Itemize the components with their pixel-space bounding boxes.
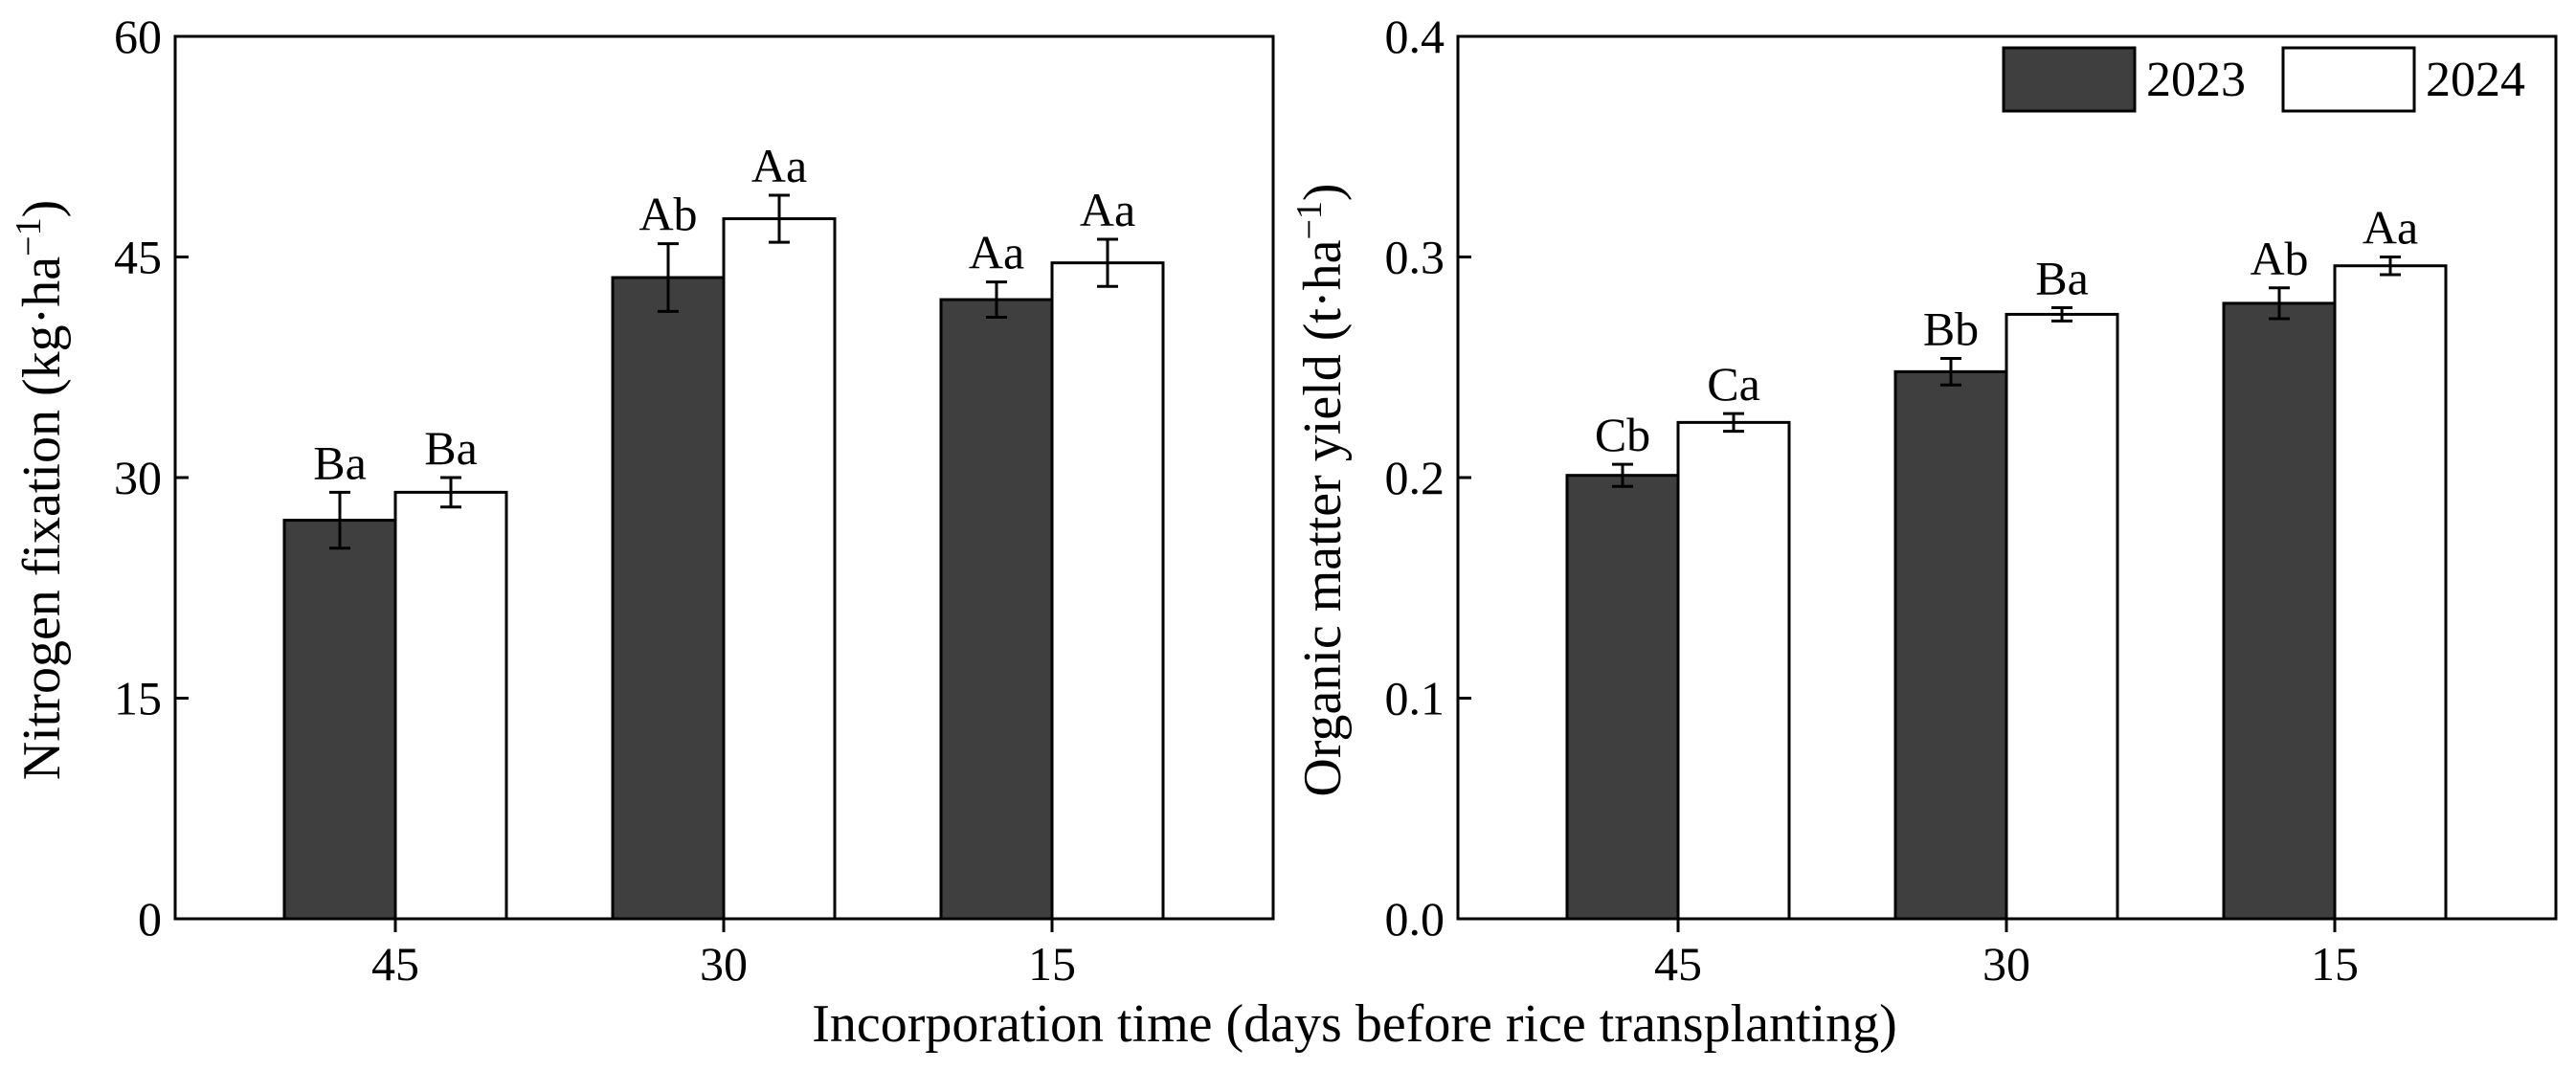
y-tick-label: 0.0 [1385, 892, 1445, 946]
bar-2024-15 [2333, 264, 2448, 921]
x-tick-label-45: 45 [371, 937, 419, 991]
error-bar-2024-45 [1723, 412, 1744, 434]
y-tick-label: 0.4 [1385, 10, 1445, 63]
bar-2023-45 [1565, 474, 1680, 921]
y-tick-label: 0.3 [1385, 231, 1445, 284]
significance-label-2023-45: Ba [313, 435, 367, 489]
bar-2024-45 [1676, 420, 1791, 921]
error-bar-2023-30 [1940, 357, 1961, 387]
legend-swatch-2023 [2002, 46, 2137, 113]
y-tick-label: 0.1 [1385, 672, 1445, 725]
bar-2023-15 [939, 298, 1054, 921]
error-bar-2024-15 [2380, 256, 2401, 277]
error-bar-2024-15 [1097, 237, 1118, 288]
y-axis-title-end: ) [12, 200, 72, 218]
y-axis-title-superscript: −1 [9, 217, 49, 256]
significance-label-2023-15: Ab [2250, 232, 2308, 285]
significance-label-2023-30: Ab [638, 188, 697, 241]
x-tick-label-30: 30 [1982, 937, 2030, 991]
legend: 2023 2024 [2002, 46, 2525, 113]
bar-2023-15 [2222, 301, 2337, 921]
legend-label-2024: 2024 [2426, 53, 2525, 107]
error-bar-2023-45 [329, 490, 350, 550]
x-tick-label-30: 30 [700, 937, 748, 991]
y-axis-title: Organic matter yield (t·ha−1) [1289, 183, 1353, 796]
x-tick-label-15: 15 [2311, 937, 2359, 991]
y-axis-title-main: Organic matter yield (t·ha [1293, 239, 1353, 796]
error-bar-2024-30 [2051, 306, 2072, 323]
significance-label-2024-45: Ca [1707, 357, 1760, 411]
shared-x-axis-title: Incorporation time (days before rice tra… [812, 994, 1897, 1054]
significance-label-2024-30: Aa [751, 139, 807, 192]
bar-2024-30 [722, 217, 837, 921]
significance-label-2024-30: Ba [2035, 252, 2089, 305]
error-bar-2023-15 [2269, 286, 2290, 321]
significance-label-2024-15: Aa [1080, 183, 1135, 236]
bar-2024-45 [393, 490, 508, 921]
bar-2023-30 [1893, 369, 2008, 921]
y-tick-label: 15 [114, 672, 162, 725]
organic-matter-yield-panel: Cb Bb Ab Ca Ba Aa 0.0 0.1 0.2 0.3 0.4 45 30 15 Organic… [1289, 10, 2558, 991]
y-axis-title-main: Nitrogen fixation (kg·ha [12, 256, 72, 781]
x-tick-label-45: 45 [1654, 937, 1702, 991]
error-bar-2023-30 [658, 242, 679, 313]
error-bar-2024-30 [769, 193, 790, 244]
nitrogen-fixation-panel: Ba Ab Aa Ba Aa Aa 0 15 30 45 60 45 30 15 Nitrogen fixa… [9, 10, 1275, 991]
y-axis-title-end: ) [1293, 183, 1353, 201]
y-axis-title: Nitrogen fixation (kg·ha−1) [9, 200, 72, 781]
significance-label-2023-15: Aa [969, 226, 1024, 279]
bar-2023-30 [611, 276, 726, 921]
y-axis-title-superscript: −1 [1289, 201, 1330, 239]
error-bar-2024-45 [440, 476, 461, 509]
bar-2023-45 [282, 519, 397, 921]
y-tick-label: 60 [114, 10, 162, 63]
y-tick-label: 30 [114, 451, 162, 504]
significance-label-2024-15: Aa [2363, 201, 2418, 255]
bar-2024-15 [1050, 261, 1165, 921]
y-tick-label: 0.2 [1385, 451, 1445, 504]
x-tick-label-15: 15 [1028, 937, 1076, 991]
significance-label-2023-30: Bb [1923, 302, 1979, 356]
error-bar-2023-15 [986, 280, 1007, 320]
significance-label-2024-45: Ba [424, 421, 478, 475]
y-tick-label: 0 [138, 892, 162, 946]
significance-label-2023-45: Cb [1595, 408, 1650, 461]
bar-2024-30 [2005, 312, 2119, 921]
legend-label-2023: 2023 [2146, 53, 2246, 107]
legend-swatch-2024 [2281, 46, 2416, 113]
y-tick-label: 45 [114, 231, 162, 284]
error-bar-2023-45 [1612, 462, 1633, 488]
